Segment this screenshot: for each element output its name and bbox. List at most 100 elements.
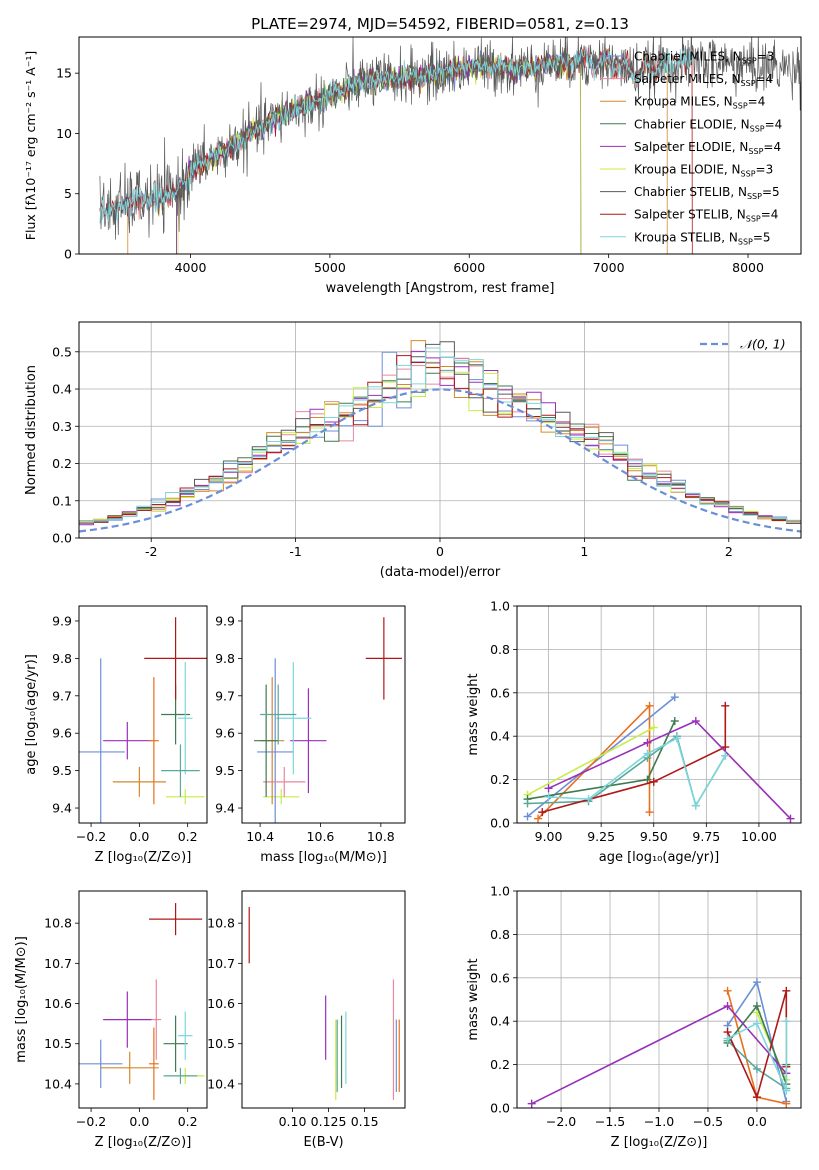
x-tick-label: 4000 (175, 260, 207, 275)
legend-subscript: SSP (741, 79, 756, 88)
legend-label: Kroupa MILES, NSSP=4 (634, 95, 765, 111)
legend-label: Chabrier ELODIE, NSSP=4 (634, 117, 782, 133)
x-tick-label: -2 (145, 544, 157, 559)
weight-line-7 (548, 737, 726, 808)
age-vs-Z-frame (78, 605, 208, 824)
y-tick-label: 15 (56, 66, 72, 81)
mass-vs-Z-points (79, 903, 205, 1100)
legend-subscript: SSP (746, 215, 761, 224)
mass-vs-Z-axes: −0.2 0.0 0.2 10.4 10.5 10.6 10.7 10.8 Z [log₁₀(Z… (14, 916, 198, 1150)
mass-vs-EBV-frame (241, 890, 406, 1109)
mass-weight-vs-Z-frame (516, 890, 802, 1109)
x-tick-label: −2.0 (546, 1114, 576, 1129)
y-tick-label: 1.0 (490, 599, 510, 614)
y-tick-label: 0.0 (52, 531, 72, 546)
y-tick-label: 0 (64, 247, 72, 262)
histogram-steps (79, 340, 801, 533)
x-tick-label: 0.0 (129, 1114, 149, 1129)
y-tick-label: 9.7 (52, 688, 72, 703)
y-tick-label: 10.8 (207, 916, 235, 931)
legend-suffix: =4 (761, 208, 779, 222)
x-tick-label: 0.15 (351, 1114, 379, 1129)
x-tick-label: 8000 (732, 260, 764, 275)
x-tick-label: 7000 (593, 260, 625, 275)
age-vs-mass-points (254, 617, 402, 823)
x-axis-label: Z [log₁₀(Z/Z⊙)] (611, 1135, 708, 1150)
x-tick-label: 2 (725, 544, 733, 559)
y-tick-label: 10 (56, 126, 72, 141)
legend-suffix: =4 (763, 140, 781, 154)
y-tick-label: 0.8 (490, 642, 510, 657)
weight-line-5 (541, 705, 727, 813)
mass-weight-vs-age-series (523, 693, 795, 823)
legend-label: Salpeter ELODIE, NSSP=4 (634, 140, 781, 156)
x-tick-label: 9.00 (535, 829, 563, 844)
x-tick-label: 5000 (314, 260, 346, 275)
x-tick-label: 9.75 (692, 829, 720, 844)
x-tick-label: 0 (436, 544, 444, 559)
y-tick-label: 0.4 (52, 382, 72, 397)
legend-subscript: SSP (750, 124, 765, 133)
legend-label: Chabrier MILES, NSSP=3 (634, 50, 774, 66)
x-tick-label: 10.8 (367, 829, 395, 844)
y-tick-label: 0.8 (490, 927, 510, 942)
y-tick-label: 0.5 (52, 344, 72, 359)
legend-suffix: =5 (753, 230, 771, 244)
y-tick-label: 9.5 (52, 763, 72, 778)
y-tick-label: 9.6 (52, 726, 72, 741)
legend-subscript: SSP (733, 102, 748, 111)
weight-line-2 (527, 726, 655, 796)
y-tick-label: 10.8 (44, 916, 72, 931)
legend-subscript: SSP (748, 147, 763, 156)
y-axis-label: mass weight (466, 958, 481, 1040)
legend-label: Chabrier STELIB, NSSP=5 (634, 185, 780, 201)
x-tick-label: −1.5 (595, 1114, 625, 1129)
x-tick-label: 0.0 (129, 829, 149, 844)
x-tick-label: 0.10 (279, 1114, 307, 1129)
y-tick-label: 10.6 (44, 996, 72, 1011)
spectrum-frame (78, 36, 802, 255)
y-tick-label: 0.1 (52, 493, 72, 508)
legend-subscript: SSP (738, 237, 753, 246)
spectrum-legend: Chabrier MILES, NSSP=3 Salpeter MILES, NS… (600, 50, 782, 246)
legend-label: Kroupa STELIB, NSSP=5 (634, 230, 771, 246)
spectrum-axes: 4000 5000 6000 7000 8000 0 5 10 15 wavelength [An… (23, 51, 764, 296)
weight-line-6 (548, 720, 792, 820)
legend-suffix: =4 (765, 117, 783, 131)
age-vs-Z-points (79, 617, 207, 823)
age-vs-mass-frame (241, 605, 406, 824)
x-tick-label: 9.25 (587, 829, 615, 844)
mass-weight-vs-age-frame (516, 605, 802, 824)
legend-suffix: =5 (762, 185, 780, 199)
y-tick-label: 9.5 (215, 763, 235, 778)
mass-weight-vs-Z-series (527, 978, 791, 1108)
legend-label: Kroupa ELODIE, NSSP=3 (634, 163, 773, 179)
y-tick-label: 0.6 (490, 685, 510, 700)
x-tick-label: −0.2 (76, 829, 106, 844)
weight-line-4 (527, 734, 726, 808)
y-axis-label: Flux [fλ10⁻¹⁷ erg cm⁻² s⁻¹ A⁻¹] (23, 51, 38, 240)
y-tick-label: 10.7 (44, 956, 72, 971)
y-tick-label: 10.4 (207, 1076, 235, 1091)
y-tick-label: 9.4 (52, 801, 72, 816)
y-tick-label: 9.9 (215, 613, 235, 628)
x-tick-label: 10.6 (307, 829, 335, 844)
age-vs-Z-axes: −0.2 0.0 0.2 9.4 9.5 9.6 9.7 9.8 9.9 Z [log₁₀(Z/Z… (24, 613, 198, 865)
x-axis-label: Z [log₁₀(Z/Z⊙)] (95, 850, 192, 865)
x-tick-label: -1 (289, 544, 301, 559)
x-tick-label: 0.125 (311, 1114, 347, 1129)
x-tick-label: 0.0 (747, 1114, 767, 1129)
y-tick-label: 0.2 (490, 1057, 510, 1072)
residual-histogram-axes: -2 -1 0 1 2 0.0 0.1 0.2 0.3 0.4 0.5 (data-model)/er… (24, 322, 801, 580)
spectrum-series-8 (99, 46, 693, 224)
y-axis-label: Normed distribution (24, 365, 39, 495)
y-tick-label: 10.5 (207, 1036, 235, 1051)
x-tick-label: 10.00 (741, 829, 777, 844)
x-tick-label: 1 (580, 544, 588, 559)
mass-vs-Z-frame (78, 890, 208, 1109)
y-tick-label: 0.6 (490, 970, 510, 985)
x-tick-label: 0.2 (178, 829, 198, 844)
x-tick-label: 0.2 (178, 1114, 198, 1129)
y-tick-label: 0.4 (490, 1014, 510, 1029)
